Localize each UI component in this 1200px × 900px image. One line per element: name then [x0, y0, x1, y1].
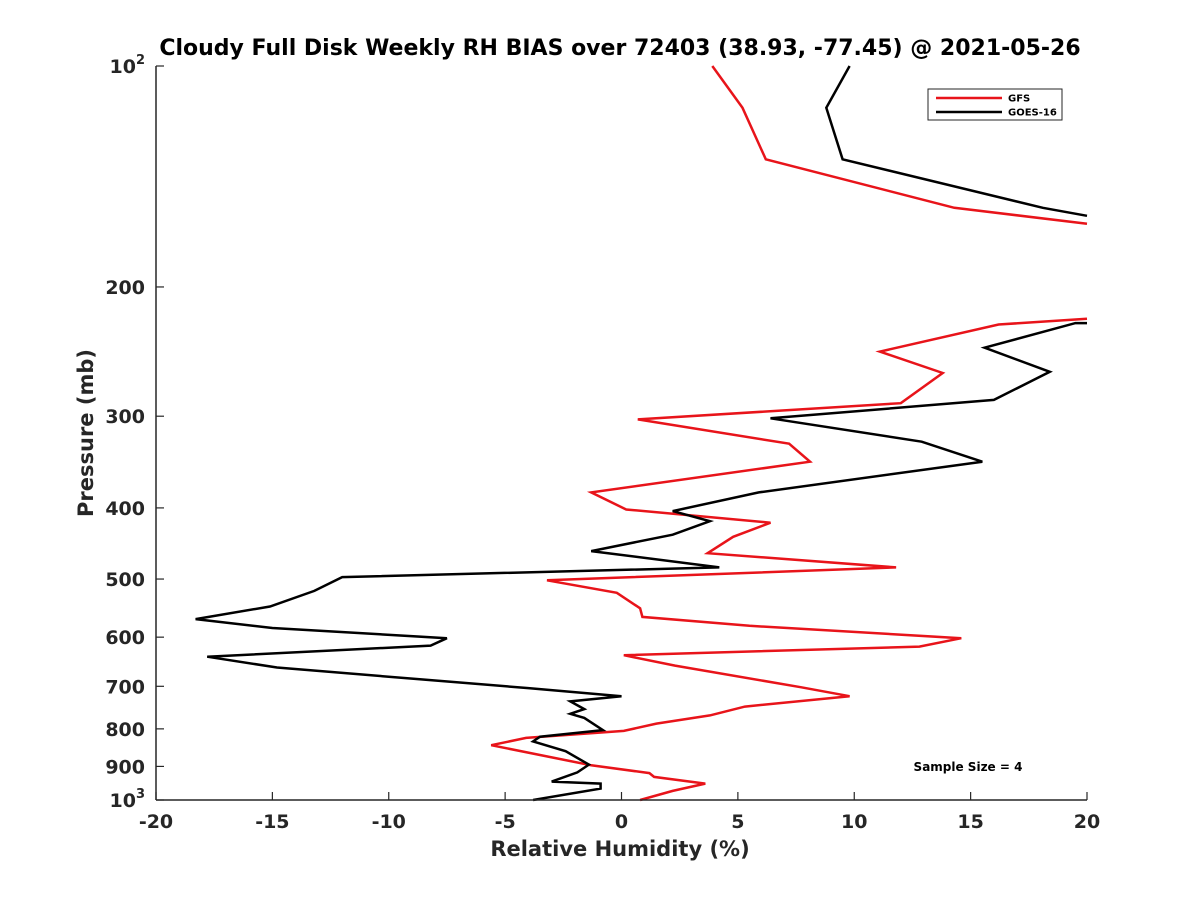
legend-label-goes-16: GOES-16 — [1008, 108, 1057, 119]
y-tick-label: 102 — [110, 53, 146, 78]
y-tick-label: 800 — [105, 719, 145, 741]
y-tick-label: 200 — [105, 277, 145, 299]
x-axis-ticks: -20 -15 -10 -5 0 5 10 15 20 — [139, 792, 1100, 833]
x-tick-label: 5 — [731, 811, 744, 833]
x-tick-label: 0 — [615, 811, 628, 833]
x-tick-label: -10 — [372, 811, 406, 833]
y-tick-label: 500 — [105, 569, 145, 591]
y-tick-label-base: 600 — [105, 627, 145, 649]
y-axis-label: Pressure (mb) — [74, 349, 98, 517]
y-tick-label-base: 10 — [110, 790, 136, 812]
y-tick-label: 103 — [110, 787, 146, 812]
plot-area — [195, 65, 1088, 802]
legend-box — [927, 88, 1063, 121]
x-tick-label: 15 — [957, 811, 983, 833]
chart-title: Cloudy Full Disk Weekly RH BIAS over 724… — [159, 36, 1080, 61]
x-tick-label: -15 — [255, 811, 289, 833]
y-tick-label: 600 — [105, 627, 145, 649]
y-tick-label: 900 — [105, 756, 145, 778]
x-tick-label: 20 — [1074, 811, 1100, 833]
y-tick-label-base: 10 — [110, 56, 136, 78]
series-line-gfs — [490, 317, 1088, 802]
y-tick-label-base: 500 — [105, 569, 145, 591]
series-line-goes-16 — [195, 321, 1087, 802]
sample-size-annotation: Sample Size = 4 — [914, 760, 1023, 774]
legend: GFS GOES-16 — [927, 88, 1063, 121]
y-tick-label-exponent: 3 — [136, 787, 145, 802]
y-tick-label-base: 300 — [105, 406, 145, 428]
y-tick-label-base: 800 — [105, 719, 145, 741]
x-tick-label: 10 — [841, 811, 867, 833]
y-tick-label-base: 700 — [105, 676, 145, 698]
y-tick-label-base: 400 — [105, 498, 145, 520]
y-tick-label-exponent: 2 — [136, 53, 145, 68]
series-line-goes-16 — [824, 65, 1088, 218]
x-tick-label: -20 — [139, 811, 173, 833]
y-tick-label-base: 200 — [105, 277, 145, 299]
series-line-gfs — [711, 65, 1088, 225]
y-tick-label: 300 — [105, 406, 145, 428]
legend-label-gfs: GFS — [1008, 94, 1030, 105]
y-tick-label: 700 — [105, 676, 145, 698]
y-tick-label-base: 900 — [105, 756, 145, 778]
y-tick-label: 400 — [105, 498, 145, 520]
x-axis-label: Relative Humidity (%) — [490, 837, 749, 861]
x-tick-label: -5 — [495, 811, 516, 833]
